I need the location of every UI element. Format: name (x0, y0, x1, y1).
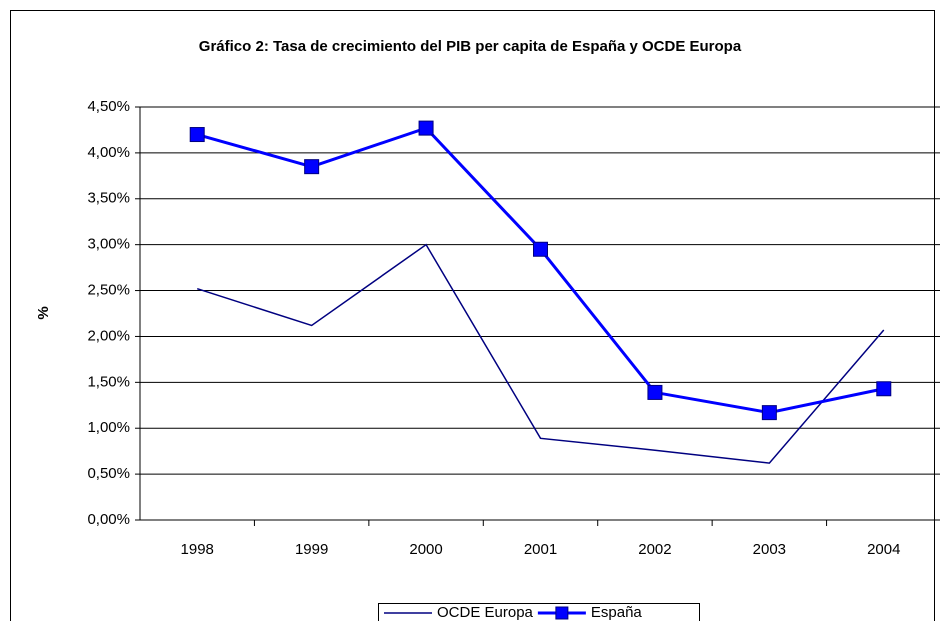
y-tick-label: 3,50% (87, 190, 130, 207)
series-marker (418, 120, 434, 136)
x-tick-label: 2003 (753, 541, 786, 558)
series-marker (876, 381, 892, 397)
chart-title: Gráfico 2: Tasa de crecimiento del PIB p… (199, 38, 742, 55)
legend-marker (555, 606, 569, 620)
series-line (196, 243, 885, 464)
series-marker (647, 384, 663, 400)
y-tick-label: 0,00% (87, 511, 130, 528)
y-tick-label: 2,50% (87, 282, 130, 299)
y-tick-label: 4,50% (87, 98, 130, 115)
chart-border (10, 10, 935, 621)
y-axis-label: % (35, 306, 52, 319)
x-tick-label: 2001 (524, 541, 557, 558)
x-tick-label: 2002 (638, 541, 671, 558)
series-marker (189, 127, 205, 143)
y-tick-label: 2,00% (87, 327, 130, 344)
y-tick-label: 0,50% (87, 465, 130, 482)
legend-label: España (591, 604, 643, 621)
legend-label: OCDE Europa (437, 604, 534, 621)
x-tick-label: 1998 (181, 541, 214, 558)
x-tick-label: 2004 (867, 541, 900, 558)
x-tick-label: 2000 (409, 541, 442, 558)
y-tick-label: 3,00% (87, 236, 130, 253)
x-tick-label: 1999 (295, 541, 328, 558)
series-marker (533, 241, 548, 257)
y-tick-label: 1,50% (87, 373, 130, 390)
y-tick-label: 1,00% (87, 419, 130, 436)
series-marker (761, 405, 777, 421)
series-marker (304, 159, 320, 175)
y-tick-label: 4,00% (87, 144, 130, 161)
